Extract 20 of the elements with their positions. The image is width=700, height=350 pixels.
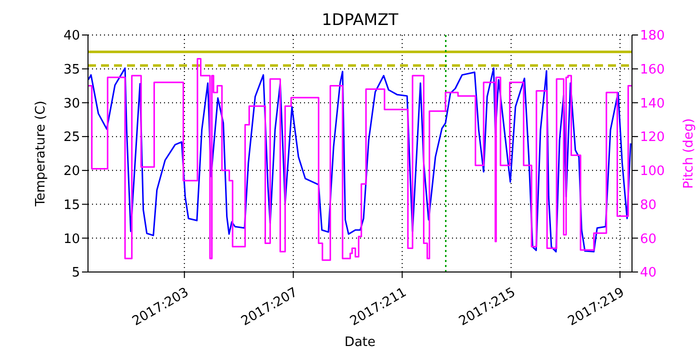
y-tick-label: 35	[63, 62, 80, 78]
y2-tick-label: 80	[640, 198, 657, 213]
y-tick-label: 30	[63, 96, 80, 112]
y-tick-label: 40	[63, 28, 80, 44]
y2-tick-label: 160	[640, 62, 665, 78]
y2-tick-label: 140	[640, 96, 665, 112]
y2-axis-title: Pitch (deg)	[682, 118, 697, 189]
y-tick-label: 10	[63, 232, 80, 247]
y-tick-label: 25	[63, 130, 80, 146]
y2-tick-label: 40	[640, 266, 657, 281]
y-tick-label: 5	[72, 266, 80, 281]
y2-tick-label: 180	[640, 28, 665, 44]
y-tick-label: 15	[63, 198, 80, 213]
y-tick-label: 20	[63, 164, 80, 180]
x-axis-title: Date	[344, 335, 376, 350]
y2-tick-label: 100	[640, 164, 665, 180]
y2-tick-label: 120	[640, 130, 665, 146]
y-axis-title: Temperature (C)	[34, 100, 49, 208]
y2-tick-label: 60	[640, 232, 657, 247]
chart-title: 1DPAMZT	[320, 10, 400, 29]
